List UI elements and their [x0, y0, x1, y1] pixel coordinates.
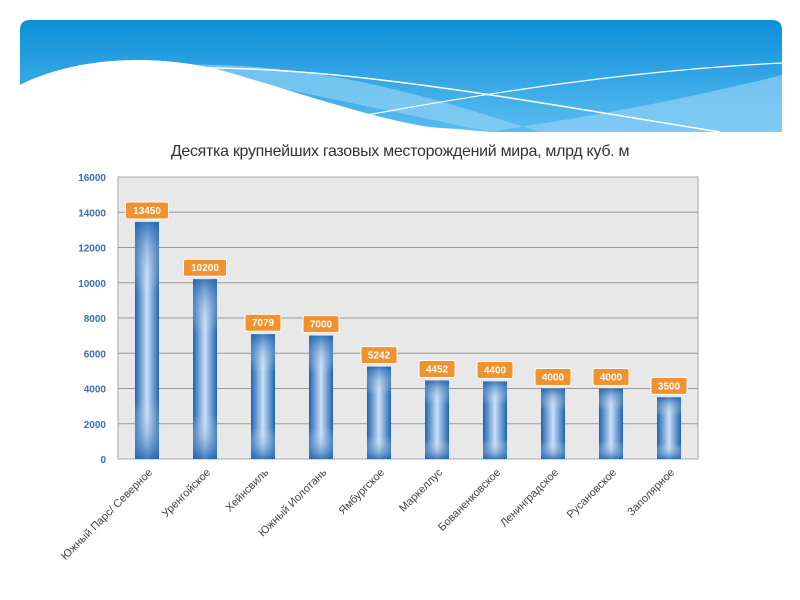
bar-shading	[135, 221, 159, 459]
data-label: 3500	[658, 381, 681, 392]
data-label-box	[302, 315, 340, 334]
y-tick-label: 8000	[84, 314, 107, 325]
data-label: 4000	[600, 373, 623, 384]
bar-shading	[599, 388, 623, 459]
data-label: 4000	[542, 373, 565, 384]
x-tick-label: Русановское	[565, 467, 619, 521]
data-label-box	[650, 376, 688, 395]
y-tick-label: 6000	[84, 349, 107, 360]
data-label-box	[125, 201, 169, 220]
data-label: 10200	[191, 263, 219, 274]
header-wave-banner	[20, 20, 782, 132]
data-label: 7079	[252, 318, 275, 329]
data-label: 4452	[426, 365, 449, 376]
y-tick-label: 4000	[84, 385, 107, 396]
x-tick-label: Хейнсвиль	[224, 466, 272, 514]
x-tick-label: Ленинградское	[498, 467, 561, 530]
x-tick-label: Заполярное	[625, 467, 677, 519]
x-tick-label: Бованенковское	[436, 467, 503, 534]
x-tick-label: Уренгойское	[160, 467, 213, 520]
data-label-box	[244, 313, 282, 332]
bar-shading	[541, 388, 565, 459]
data-label-box	[183, 258, 227, 277]
x-tick-label: Южный Парс/ Северное	[59, 467, 155, 563]
y-tick-label: 0	[100, 455, 106, 466]
data-label: 13450	[133, 206, 161, 217]
data-label-box	[592, 368, 630, 386]
chart-title: Десятка крупнейших газовых месторождений…	[170, 143, 630, 160]
data-label: 7000	[310, 320, 333, 331]
data-label-box	[534, 368, 572, 386]
bar-shading	[251, 334, 275, 459]
bar-shading	[193, 279, 217, 459]
x-tick-label: Маркеллус	[397, 466, 445, 514]
data-label-box	[476, 360, 514, 379]
y-tick-label: 16000	[78, 173, 106, 184]
data-label: 4400	[484, 365, 507, 376]
bar-shading	[483, 381, 507, 459]
y-tick-label: 12000	[78, 244, 106, 255]
data-label-box	[360, 346, 398, 365]
y-tick-label: 10000	[78, 279, 106, 290]
bar-shading	[657, 397, 681, 459]
y-tick-label: 14000	[78, 208, 106, 219]
y-tick-label: 2000	[84, 420, 107, 431]
bar-shading	[367, 366, 391, 459]
bar-shading	[309, 335, 333, 459]
data-label-box	[418, 360, 456, 379]
data-label: 5242	[368, 351, 391, 362]
x-tick-label: Ямбургское	[337, 467, 387, 517]
bar-shading	[425, 380, 449, 459]
